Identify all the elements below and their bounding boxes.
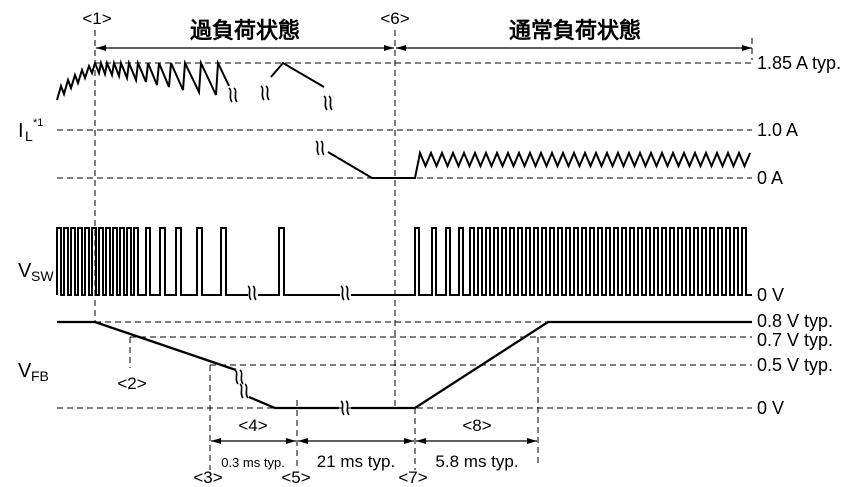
vsw-waveform-group bbox=[56, 227, 752, 301]
marker-6: <6> bbox=[380, 9, 409, 28]
vfb-waveform-bottom bbox=[248, 395, 339, 410]
vfb-subscript: FB bbox=[31, 368, 49, 384]
level-label-vfb-zero: 0 V bbox=[757, 398, 784, 418]
vsw-waveform bbox=[56, 227, 752, 296]
duration-label-5-7: 21 ms typ. bbox=[317, 452, 395, 471]
il-symbol: I bbox=[18, 120, 24, 142]
marker-3: <3> bbox=[193, 468, 222, 487]
normal-state-label: 通常負荷状態 bbox=[509, 18, 641, 44]
break-mark bbox=[239, 383, 249, 399]
break-mark bbox=[340, 285, 350, 301]
duration-label-4: 0.3 ms typ. bbox=[221, 455, 285, 470]
vsw-subscript: SW bbox=[31, 268, 54, 284]
duration-label-8: 5.8 ms typ. bbox=[435, 452, 518, 471]
level-label-vfb-05: 0.5 V typ. bbox=[757, 355, 833, 375]
vfb-waveform-fall bbox=[57, 320, 237, 372]
level-label-vfb-08: 0.8 V typ. bbox=[757, 311, 833, 331]
marker-5: <5> bbox=[281, 468, 310, 487]
il-footnote: *1 bbox=[33, 117, 43, 129]
marker-4: <4> bbox=[238, 416, 267, 435]
il-waveform-normal bbox=[327, 149, 751, 179]
break-mark bbox=[340, 400, 350, 416]
level-label-il-one: 1.0 A bbox=[757, 120, 798, 140]
break-mark bbox=[260, 85, 270, 101]
level-labels: 1.85 A typ. 1.0 A 0 A 0 V 0.8 V typ. 0.7… bbox=[757, 53, 841, 418]
il-waveform-decay bbox=[270, 61, 325, 88]
vfb-symbol: V bbox=[18, 360, 32, 382]
break-mark bbox=[323, 95, 333, 111]
reference-lines bbox=[57, 30, 753, 470]
marker-1: <1> bbox=[82, 9, 111, 28]
break-mark bbox=[247, 285, 257, 301]
timing-annotations: <2> <4> <8> 0.3 ms typ. 21 ms typ. 5.8 m… bbox=[117, 374, 537, 487]
il-waveform bbox=[56, 59, 751, 179]
break-mark bbox=[315, 140, 325, 156]
overload-state-label: 過負荷状態 bbox=[190, 18, 300, 44]
il-waveform-overload bbox=[56, 59, 230, 101]
level-label-il-peak: 1.85 A typ. bbox=[757, 53, 841, 73]
break-mark bbox=[228, 87, 238, 103]
level-label-vfb-07: 0.7 V typ. bbox=[757, 330, 833, 350]
level-label-vsw-zero: 0 V bbox=[757, 285, 784, 305]
signal-labels: I L *1 V SW V FB bbox=[18, 117, 54, 384]
level-label-il-zero: 0 A bbox=[757, 168, 783, 188]
vsw-symbol: V bbox=[18, 260, 32, 282]
marker-8: <8> bbox=[462, 416, 491, 435]
vfb-waveform-group bbox=[57, 320, 752, 416]
phase-header: <1> <6> 過負荷状態 通常負荷状態 bbox=[82, 9, 752, 51]
marker-7: <7> bbox=[398, 468, 427, 487]
break-mark bbox=[234, 369, 244, 385]
marker-2: <2> bbox=[117, 374, 146, 393]
vfb-waveform-rise bbox=[351, 320, 752, 410]
il-subscript: L bbox=[25, 128, 33, 144]
